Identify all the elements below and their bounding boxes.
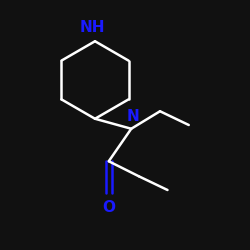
- Text: NH: NH: [80, 20, 105, 35]
- Text: O: O: [102, 200, 115, 214]
- Text: N: N: [126, 109, 139, 124]
